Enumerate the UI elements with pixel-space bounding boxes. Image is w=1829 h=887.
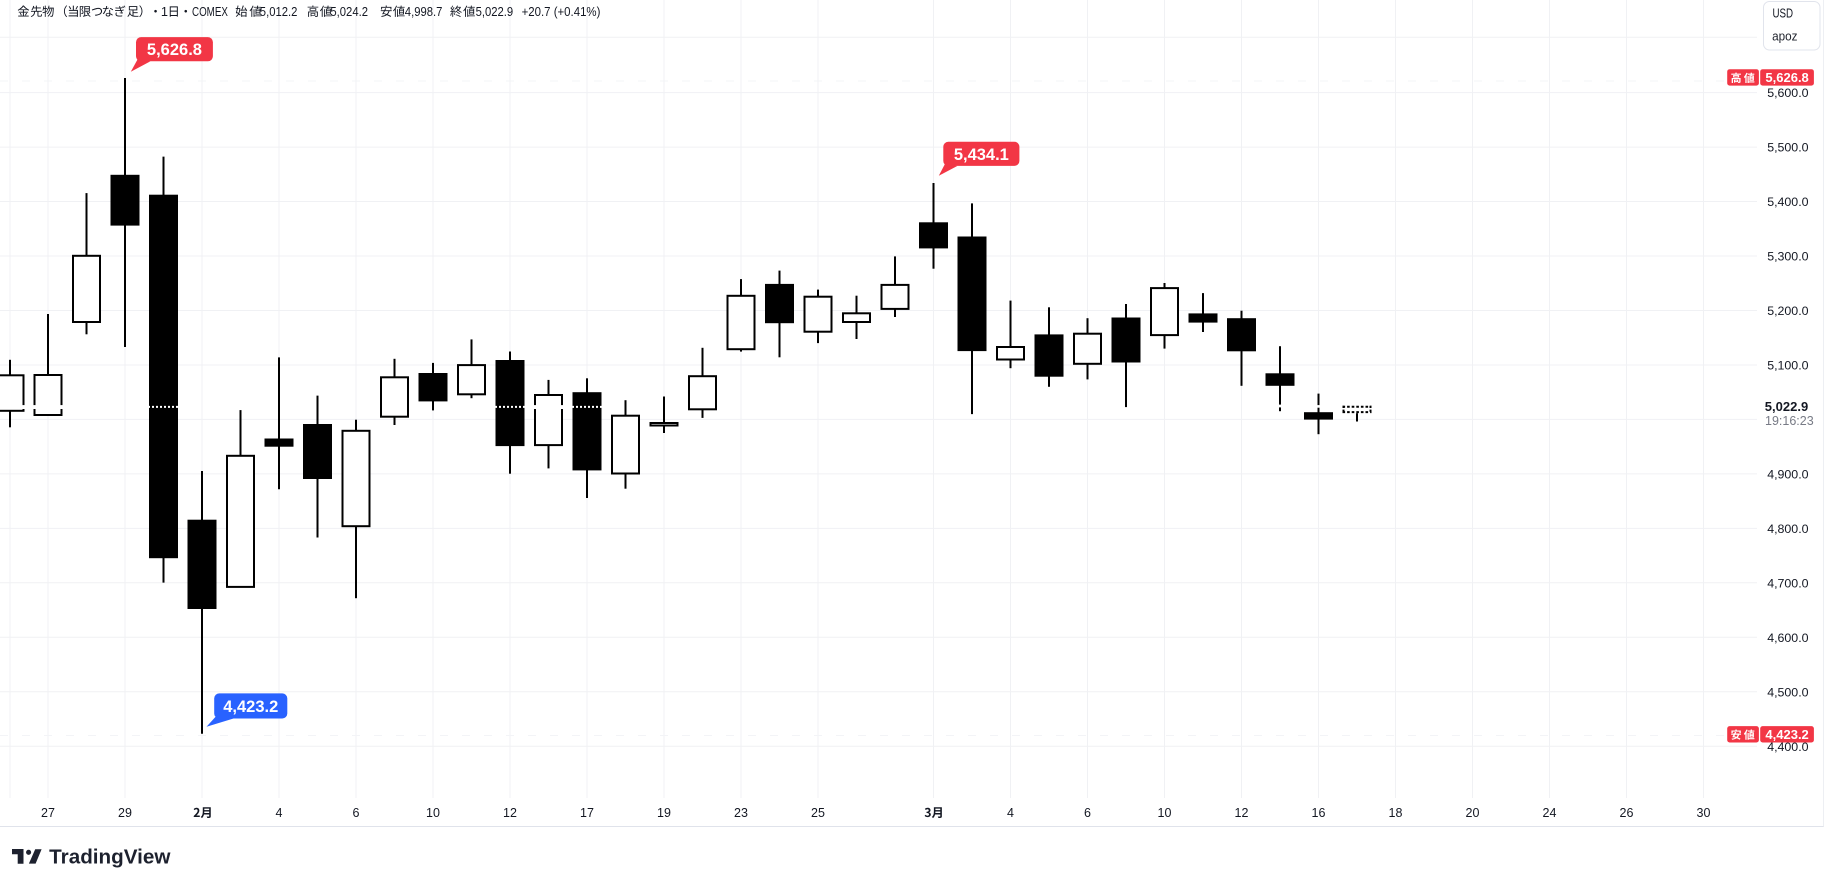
svg-text:12: 12	[503, 806, 517, 820]
svg-text:5,400.0: 5,400.0	[1767, 195, 1808, 209]
svg-text:5,626.8: 5,626.8	[147, 41, 202, 59]
svg-text:10: 10	[1158, 806, 1172, 820]
svg-text:apoz: apoz	[1772, 28, 1797, 43]
svg-text:18: 18	[1389, 806, 1403, 820]
svg-text:5,600.0: 5,600.0	[1767, 86, 1808, 100]
svg-text:4,700.0: 4,700.0	[1767, 576, 1808, 590]
svg-text:26: 26	[1620, 806, 1634, 820]
svg-text:5,626.8: 5,626.8	[1765, 70, 1808, 85]
svg-text:17: 17	[580, 806, 594, 820]
svg-text:25: 25	[811, 806, 825, 820]
svg-text:4,800.0: 4,800.0	[1767, 522, 1808, 536]
svg-text:12: 12	[1235, 806, 1249, 820]
svg-text:23: 23	[734, 806, 748, 820]
svg-text:5,500.0: 5,500.0	[1767, 141, 1808, 155]
svg-text:5,022.9: 5,022.9	[476, 4, 514, 19]
svg-text:4,998.7: 4,998.7	[405, 4, 443, 19]
svg-text:19:16:23: 19:16:23	[1765, 414, 1814, 428]
svg-text:+20.7 (+0.41%): +20.7 (+0.41%)	[522, 4, 601, 19]
svg-text:16: 16	[1312, 806, 1326, 820]
svg-text:4,423.2: 4,423.2	[1765, 727, 1808, 742]
svg-text:4,500.0: 4,500.0	[1767, 685, 1808, 699]
svg-text:5,012.2: 5,012.2	[260, 4, 298, 19]
svg-text:1: 1	[161, 4, 168, 19]
svg-text:5,024.2: 5,024.2	[330, 4, 368, 19]
svg-text:30: 30	[1697, 806, 1711, 820]
svg-text:5,022.9: 5,022.9	[1765, 399, 1808, 414]
svg-text:TradingView: TradingView	[49, 846, 171, 868]
svg-text:4,423.2: 4,423.2	[223, 698, 278, 716]
svg-text:4,400.0: 4,400.0	[1767, 740, 1808, 754]
svg-text:5,434.1: 5,434.1	[954, 146, 1009, 164]
svg-text:27: 27	[41, 806, 55, 820]
svg-text:20: 20	[1466, 806, 1480, 820]
svg-text:USD: USD	[1773, 6, 1794, 21]
svg-text:5,200.0: 5,200.0	[1767, 304, 1808, 318]
svg-text:6: 6	[1084, 806, 1091, 820]
svg-text:10: 10	[426, 806, 440, 820]
svg-text:24: 24	[1543, 806, 1557, 820]
svg-text:29: 29	[118, 806, 132, 820]
svg-text:5,300.0: 5,300.0	[1767, 250, 1808, 264]
svg-text:4: 4	[276, 806, 283, 820]
svg-text:4: 4	[1007, 806, 1014, 820]
svg-text:4,900.0: 4,900.0	[1767, 467, 1808, 481]
svg-text:5,100.0: 5,100.0	[1767, 359, 1808, 373]
svg-text:COMEX: COMEX	[192, 4, 228, 19]
svg-text:4,600.0: 4,600.0	[1767, 631, 1808, 645]
svg-text:6: 6	[353, 806, 360, 820]
svg-text:19: 19	[657, 806, 671, 820]
